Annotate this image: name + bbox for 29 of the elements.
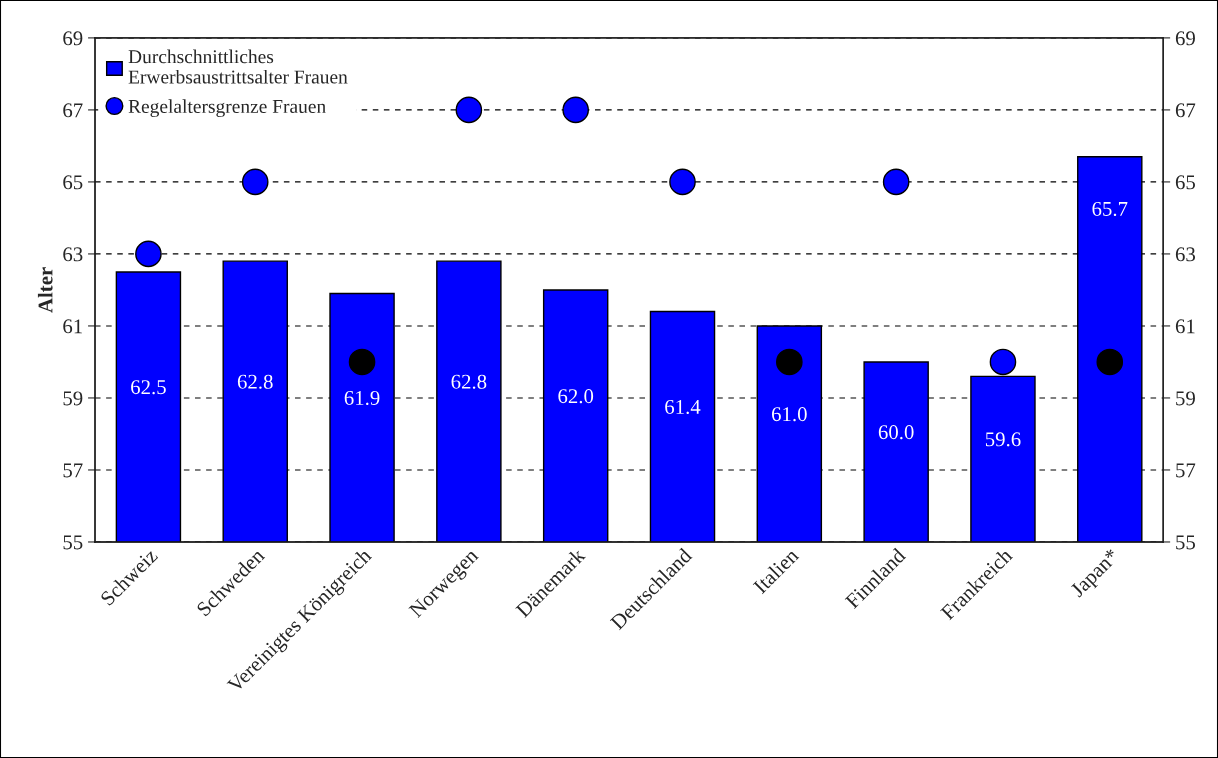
y-tick-label: 57 xyxy=(63,463,83,478)
data-label: 62.0 xyxy=(558,389,594,404)
data-label: 62.5 xyxy=(131,380,166,395)
y-tick-label: 69 xyxy=(63,31,83,46)
data-label: 60.0 xyxy=(878,425,914,440)
y-tick-label: 59 xyxy=(63,391,83,406)
y2-tick-label: 61 xyxy=(1175,319,1195,334)
data-label: 65.7 xyxy=(1092,201,1128,217)
y-tick-label: 63 xyxy=(63,247,83,262)
y2-tick-label: 67 xyxy=(1175,103,1196,118)
y-tick-label: 65 xyxy=(63,175,83,190)
legend-label: Durchschnittliches Erwerbsaustrittsalter Frauen xyxy=(128,49,348,84)
legend-label: Regelaltersgrenze Frauen xyxy=(128,99,326,118)
data-label: 62.8 xyxy=(237,374,273,389)
data-label: 59.6 xyxy=(985,432,1021,447)
y2-tick-label: 63 xyxy=(1175,247,1196,262)
y-axis-title: Alter xyxy=(37,267,53,313)
y2-tick-label: 69 xyxy=(1175,31,1195,46)
data-label: 62.8 xyxy=(451,374,487,389)
y2-tick-label: 65 xyxy=(1175,175,1196,190)
y-tick-label: 67 xyxy=(63,103,83,118)
data-label: 61.4 xyxy=(665,399,701,415)
y2-tick-label: 57 xyxy=(1176,463,1196,478)
data-label: 61.0 xyxy=(771,407,807,422)
y2-tick-label: 55 xyxy=(1176,535,1196,550)
y-tick-label: 61 xyxy=(63,319,82,334)
data-label: 61.9 xyxy=(344,390,380,406)
y2-tick-label: 59 xyxy=(1176,391,1195,406)
y-tick-label: 55 xyxy=(63,535,83,550)
